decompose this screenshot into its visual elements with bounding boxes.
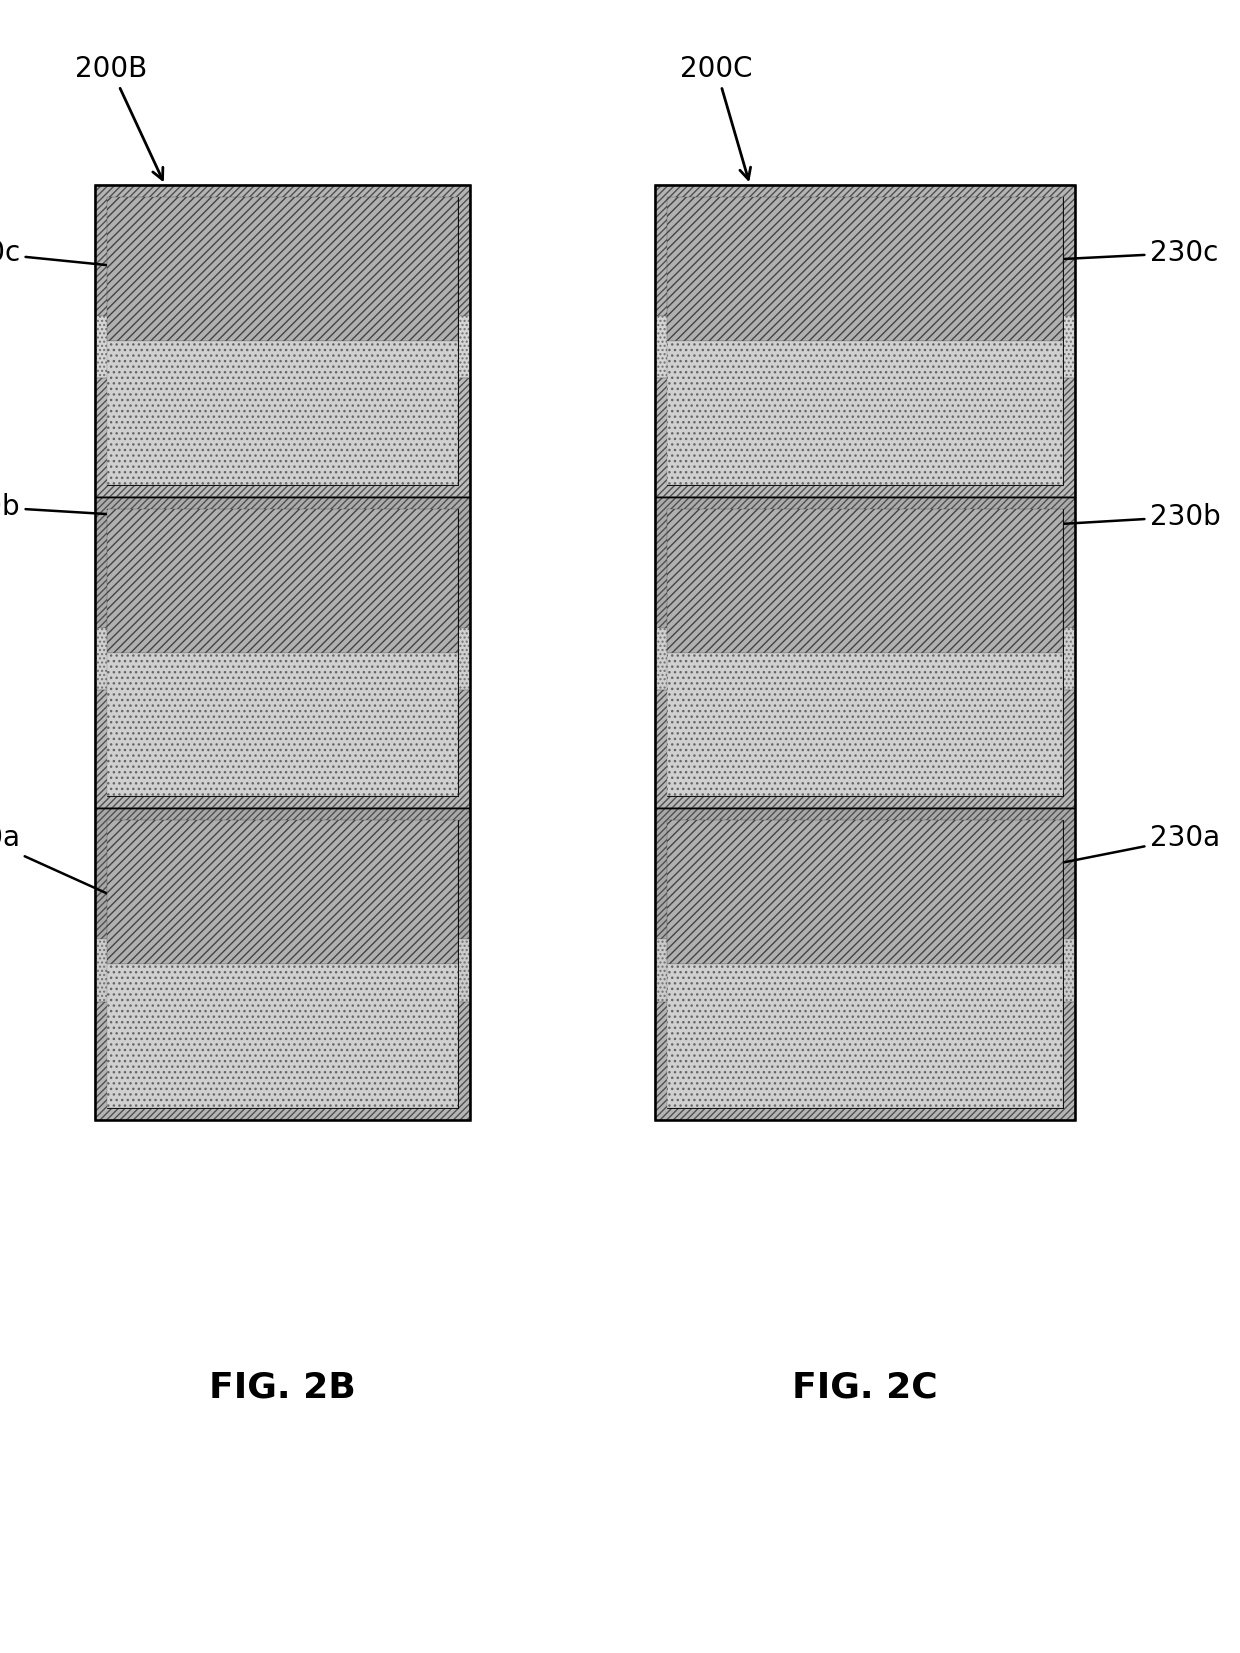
Bar [667,341,1063,484]
Bar [655,808,1075,1121]
Text: 200B: 200B [74,55,162,180]
Bar [95,185,470,316]
Bar [95,496,470,628]
Bar [655,628,1075,689]
Bar [95,185,470,1121]
Bar [655,185,1075,1121]
Text: 220b: 220b [0,493,148,521]
Text: 230a: 230a [835,825,1220,907]
Text: 200C: 200C [680,55,753,180]
Bar [95,185,470,496]
Bar [107,820,458,1108]
Bar [667,820,1063,964]
Bar [95,939,470,1002]
Text: FIG. 2B: FIG. 2B [210,1370,356,1403]
Bar [655,808,1075,939]
Bar [655,185,1075,316]
Bar [655,185,1075,496]
Bar [107,197,458,341]
Bar [107,509,458,653]
Bar [95,316,470,379]
Bar [655,185,1075,1121]
Bar [655,939,1075,1002]
Bar [667,964,1063,1108]
Text: 220a: 220a [0,825,138,907]
Text: 220c: 220c [0,240,133,268]
Bar [107,197,458,484]
Bar [95,689,470,808]
Text: FIG. 2C: FIG. 2C [792,1370,937,1403]
Bar [95,496,470,808]
Bar [95,628,470,689]
Bar [95,185,470,1121]
Bar [95,808,470,1121]
Bar [667,653,1063,797]
Bar [107,820,458,964]
Bar [667,820,1063,1108]
Bar [107,341,458,484]
Bar [655,496,1075,808]
Bar [667,197,1063,341]
Bar [107,964,458,1108]
Bar [107,509,458,797]
Bar [95,379,470,496]
Bar [667,509,1063,797]
Bar [95,808,470,939]
Bar [655,316,1075,379]
Text: 230c: 230c [889,240,1219,268]
Bar [95,1002,470,1121]
Text: 230b: 230b [1018,503,1220,531]
Bar [655,689,1075,808]
Bar [667,197,1063,484]
Bar [667,509,1063,653]
Bar [107,653,458,797]
Bar [655,1002,1075,1121]
Bar [655,379,1075,496]
Bar [655,496,1075,628]
